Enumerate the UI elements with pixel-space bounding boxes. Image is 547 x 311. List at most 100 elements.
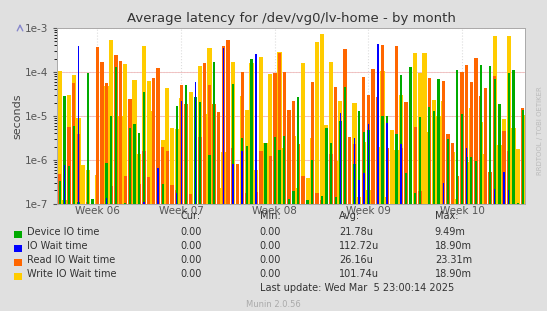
Bar [100,63,103,311]
Bar [452,204,453,311]
Bar [451,143,454,311]
Bar [516,149,520,311]
Bar [222,152,225,311]
Bar [153,204,154,311]
Bar [362,77,365,311]
Bar [400,75,403,311]
Bar [255,178,257,311]
Bar [386,123,388,311]
Bar [414,193,416,311]
Bar [423,204,426,311]
Bar [362,142,366,311]
Bar [423,204,426,311]
Bar [77,202,80,311]
Bar [507,151,510,311]
Bar [129,99,132,311]
Y-axis label: seconds: seconds [12,93,22,139]
Text: Write IO Wait time: Write IO Wait time [27,269,117,279]
Bar [119,204,122,311]
Bar [156,68,160,311]
Bar [483,154,487,311]
Bar [218,204,220,311]
Bar [419,204,421,311]
Bar [193,204,197,311]
Bar [484,88,487,311]
Bar [319,35,324,311]
Bar [334,87,337,311]
Bar [259,57,263,311]
Bar [57,72,62,311]
Bar [307,204,309,311]
Bar [447,139,449,311]
Bar [184,104,188,311]
Bar [287,110,290,311]
Bar [376,97,380,311]
Bar [479,122,483,311]
Bar [148,204,149,311]
Bar [391,204,393,311]
Bar [137,154,141,311]
Bar [340,113,341,311]
Bar [292,137,296,311]
Bar [167,204,168,311]
Bar [151,111,155,311]
Bar [499,204,500,311]
Bar [90,204,95,311]
Bar [245,110,249,311]
Bar [405,174,407,311]
Bar [101,204,103,311]
Bar [353,164,356,311]
Bar [367,130,370,311]
Bar [293,192,295,311]
Bar [96,204,98,311]
Bar [451,152,455,311]
Bar [157,201,159,311]
Bar [357,204,360,311]
Bar [456,176,459,311]
Text: 18.90m: 18.90m [435,269,472,279]
Bar [264,192,267,311]
Bar [264,143,267,311]
Bar [143,202,145,311]
Bar [171,204,173,311]
Bar [479,96,482,311]
Bar [461,114,463,311]
Bar [251,204,252,311]
Bar [400,144,402,311]
Bar [59,204,61,311]
Bar [330,143,332,311]
Bar [442,204,444,311]
Bar [92,204,93,311]
Bar [273,153,277,311]
Bar [119,116,123,311]
Bar [125,204,126,311]
Bar [344,49,347,311]
Bar [465,157,468,311]
Bar [324,125,328,311]
Bar [474,107,478,311]
Bar [438,204,439,311]
Bar [493,36,497,311]
Bar [246,204,248,311]
Bar [368,124,369,311]
Bar [325,204,328,311]
Bar [488,172,492,311]
Bar [353,144,356,311]
Bar [508,190,509,311]
Text: 0.00: 0.00 [181,255,202,265]
Bar [422,53,427,311]
Bar [488,193,492,311]
Bar [301,176,305,311]
Bar [507,36,511,311]
Bar [179,98,183,311]
Bar [96,204,98,311]
Bar [132,80,137,311]
Bar [470,157,473,311]
Bar [386,148,389,311]
Bar [371,151,375,311]
Bar [241,138,243,311]
Bar [316,204,318,311]
Bar [189,92,193,311]
Bar [101,204,103,311]
Text: 0.00: 0.00 [260,269,281,279]
